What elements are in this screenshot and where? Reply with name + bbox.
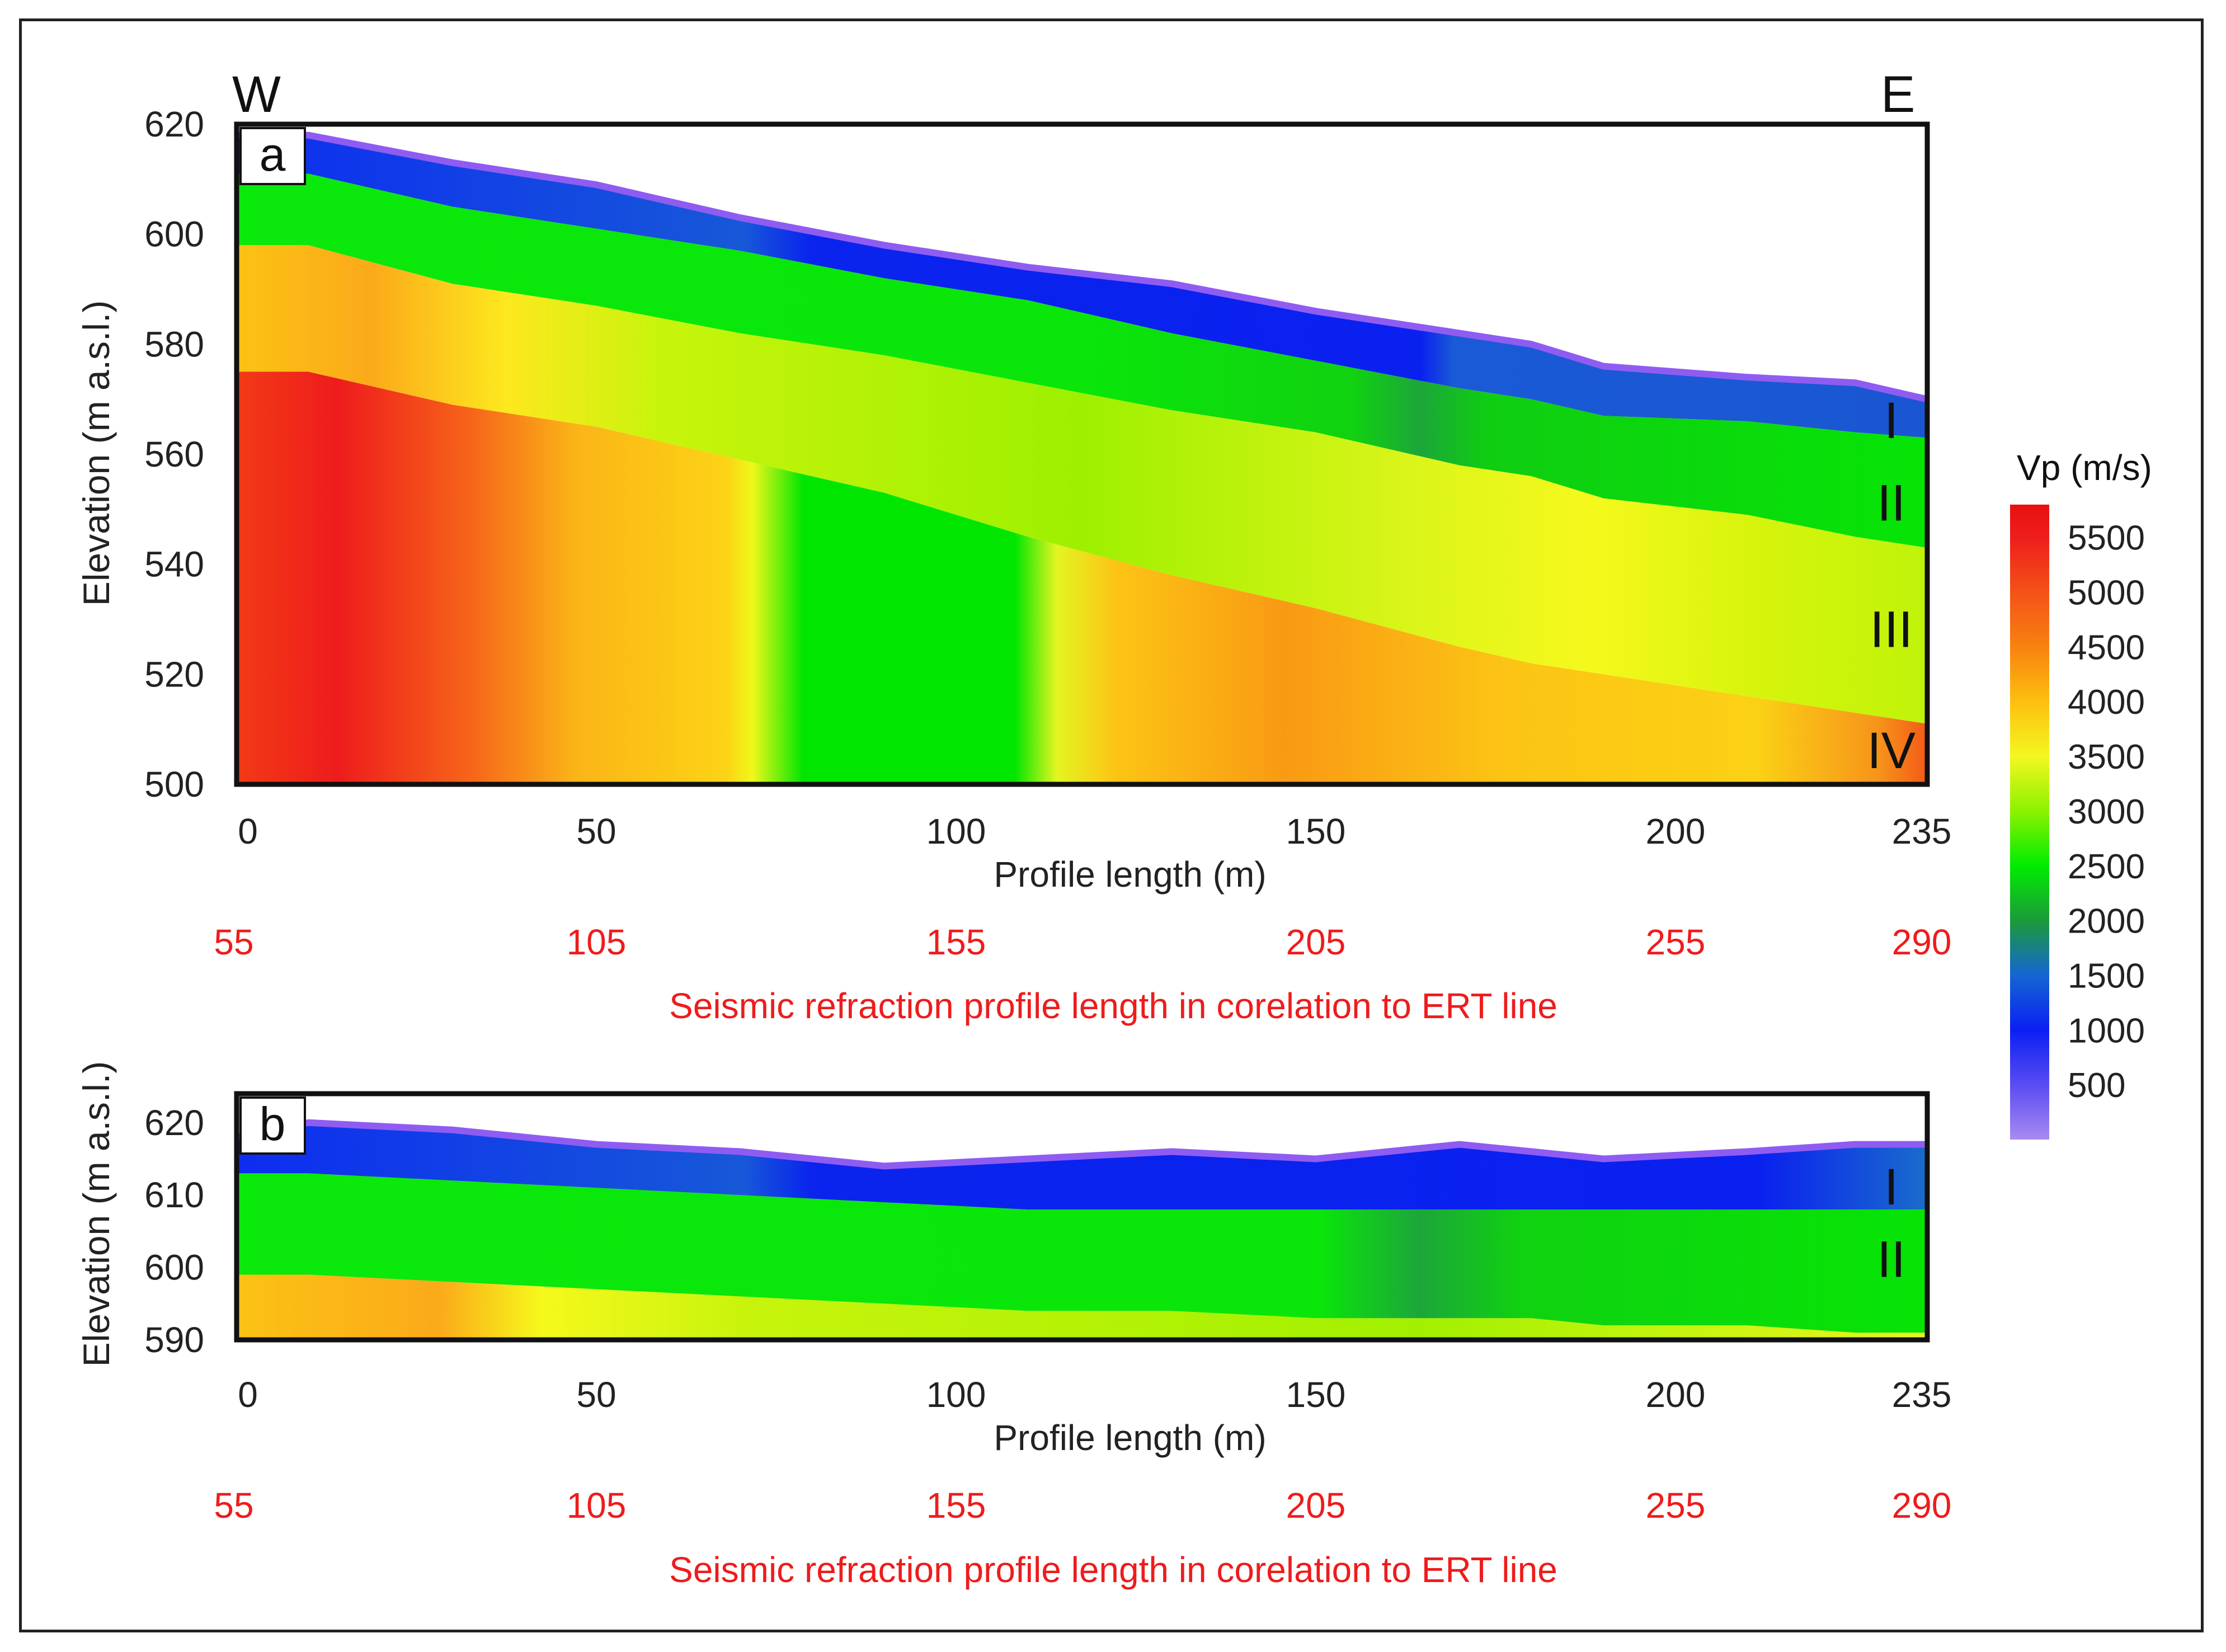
x-tick-label: 200 [1646, 1375, 1706, 1415]
y-axis-b: 590 600 610 620 [144, 1103, 204, 1360]
secondary-x-tick-label: 155 [926, 1485, 986, 1526]
secondary-x-axis-label-b: Seismic refraction profile length in cor… [669, 1550, 1557, 1590]
colorbar: Vp (m/s) 500 1000 1500 2000 2500 3000 3500 4000… [2010, 448, 2152, 1140]
x-tick-label: 50 [576, 1375, 616, 1415]
x-axis-label-a: Profile length (m) [994, 854, 1266, 895]
y-tick-label: 580 [144, 324, 204, 364]
layer-III-area [237, 1274, 1927, 1340]
layer-label-II: II [1877, 1231, 1905, 1288]
x-axis-a: 0 50 100 150 200 235 [238, 811, 1951, 851]
secondary-x-tick-label: 105 [567, 922, 627, 962]
colorbar-tick-label: 1000 [2068, 1011, 2145, 1050]
colorbar-tick-label: 4000 [2068, 683, 2145, 722]
secondary-x-axis-label-a: Seismic refraction profile length in cor… [669, 986, 1557, 1026]
colorbar-tick-label: 5500 [2068, 519, 2145, 558]
panel-a-letter-box [239, 127, 306, 185]
secondary-x-axis-b: 55 105 155 205 255 290 [214, 1485, 1951, 1526]
secondary-x-tick-label: 290 [1892, 1485, 1952, 1526]
colorbar-tick-label: 3500 [2068, 738, 2145, 776]
x-tick-label: 150 [1286, 1375, 1346, 1415]
y-tick-label: 500 [144, 764, 204, 804]
colorbar-ticks: 500 1000 1500 2000 2500 3000 3500 4000 4500 5000 5… [2068, 519, 2145, 1105]
west-label: W [232, 66, 281, 123]
x-tick-label: 100 [926, 811, 986, 851]
layer-I-area [237, 1122, 1927, 1210]
layer-II-area [237, 1173, 1927, 1333]
y-tick-label: 590 [144, 1320, 204, 1360]
y-tick-label: 520 [144, 654, 204, 694]
x-tick-label: 150 [1286, 811, 1346, 851]
layer-I-area [237, 135, 1927, 438]
layer-label-I: I [1884, 392, 1899, 449]
y-tick-label: 620 [144, 104, 204, 144]
panel-b-letter-box [239, 1096, 306, 1155]
x-axis-b: 0 50 100 150 200 235 [238, 1375, 1951, 1415]
x-tick-label: 50 [576, 811, 616, 851]
colorbar-tick-label: 4500 [2068, 628, 2145, 667]
panel-b-letter: b [260, 1098, 286, 1150]
plot-frame-a [234, 121, 1930, 787]
plot-frame-b [234, 1091, 1930, 1343]
secondary-x-axis-a: 55 105 155 205 255 290 [214, 922, 1951, 962]
surface-line [237, 1119, 1927, 1170]
secondary-x-tick-label: 55 [214, 1485, 253, 1526]
y-axis-label-b: Elevation (m a.s.l.) [76, 1061, 117, 1367]
colorbar-tick-label: 5000 [2068, 574, 2145, 613]
panel-a-letter: a [260, 128, 286, 181]
plot-area-b: III [237, 1119, 1927, 1340]
layer-label-IV: IV [1867, 722, 1916, 779]
secondary-x-tick-label: 255 [1646, 1485, 1706, 1526]
colorbar-tick-label: 2500 [2068, 848, 2145, 886]
layer-II-area [237, 173, 1927, 548]
layer-label-III: III [1870, 601, 1913, 658]
layer-label-I: I [1884, 1159, 1899, 1216]
y-tick-label: 560 [144, 434, 204, 474]
colorbar-tick-label: 3000 [2068, 793, 2145, 831]
x-tick-label: 100 [926, 1375, 986, 1415]
y-axis-label-a: Elevation (m a.s.l.) [76, 300, 117, 606]
y-tick-label: 620 [144, 1103, 204, 1143]
secondary-x-tick-label: 155 [926, 922, 986, 962]
x-tick-label: 200 [1646, 811, 1706, 851]
x-tick-label: 235 [1892, 811, 1952, 851]
secondary-x-tick-label: 205 [1286, 1485, 1346, 1526]
secondary-x-tick-label: 290 [1892, 922, 1952, 962]
colorbar-tick-label: 1500 [2068, 957, 2145, 995]
y-tick-label: 600 [144, 1248, 204, 1288]
y-axis-a: 500 520 540 560 580 600 620 [144, 104, 204, 804]
y-tick-label: 610 [144, 1175, 204, 1215]
colorbar-title: Vp (m/s) [2017, 448, 2152, 488]
secondary-x-tick-label: 255 [1646, 922, 1706, 962]
east-label: E [1881, 66, 1915, 123]
secondary-x-tick-label: 205 [1286, 922, 1346, 962]
layer-III-area [237, 245, 1927, 724]
x-axis-label-b: Profile length (m) [994, 1418, 1266, 1458]
figure-frame [19, 18, 2204, 1632]
y-tick-label: 540 [144, 544, 204, 585]
colorbar-tick-label: 500 [2068, 1066, 2125, 1105]
x-tick-label: 235 [1892, 1375, 1952, 1415]
colorbar-gradient [2010, 505, 2049, 1140]
layer-IV-area [237, 371, 1927, 784]
x-tick-label: 0 [238, 811, 258, 851]
secondary-x-tick-label: 55 [214, 922, 253, 962]
y-tick-label: 600 [144, 214, 204, 255]
x-tick-label: 0 [238, 1375, 258, 1415]
layer-label-II: II [1877, 475, 1905, 532]
secondary-x-tick-label: 105 [567, 1485, 627, 1526]
surface-line [237, 131, 1927, 403]
colorbar-tick-label: 2000 [2068, 902, 2145, 941]
